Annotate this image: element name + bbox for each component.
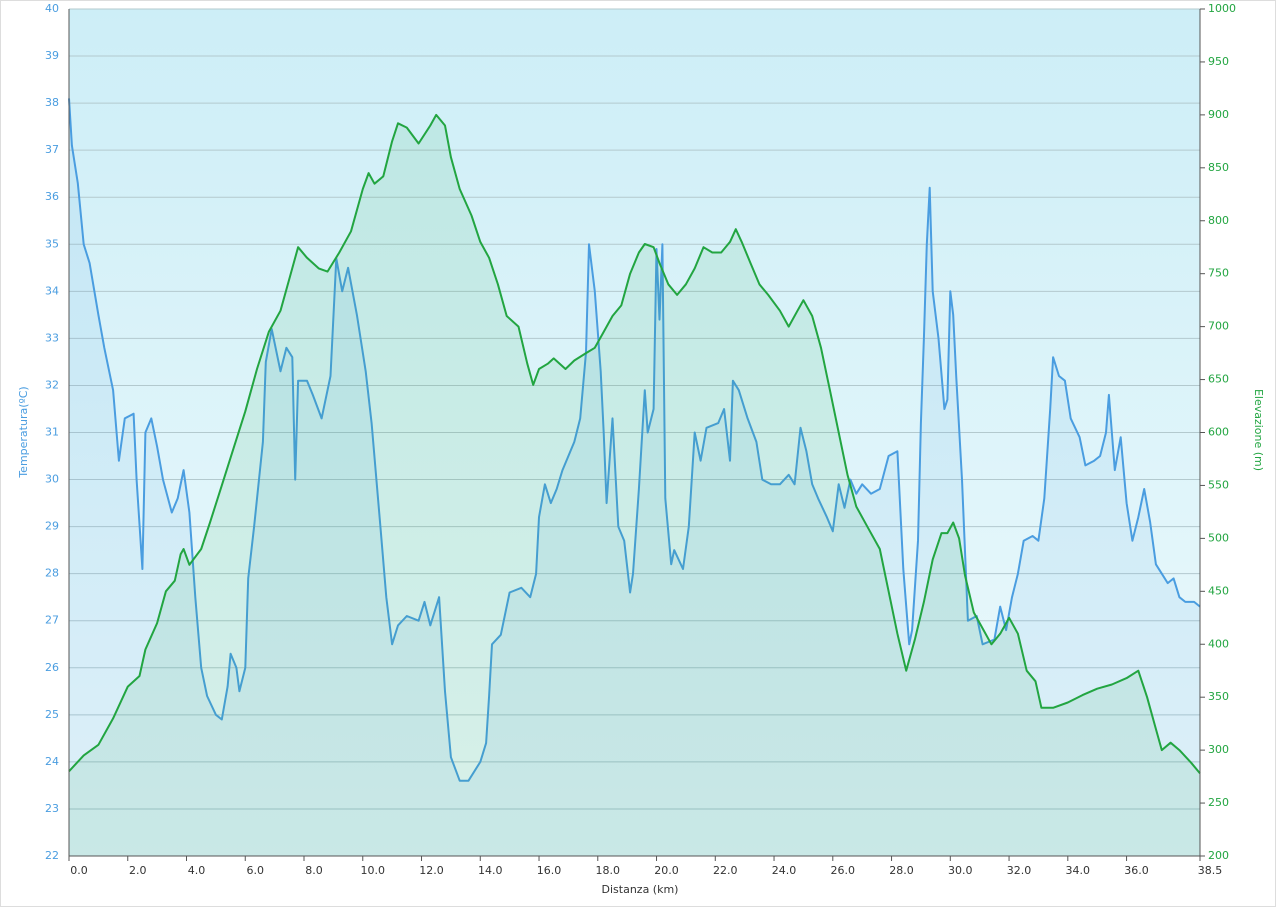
y-tick-label: 22 bbox=[45, 849, 59, 862]
line bbox=[68, 113, 1201, 775]
y-tick-label: 28 bbox=[45, 567, 59, 580]
y-tick-label: 36 bbox=[45, 190, 59, 203]
x-tick-label: 22.0 bbox=[713, 864, 738, 877]
y-tick-label: 33 bbox=[45, 331, 59, 344]
y-axis-label: Temperatura(ºC) bbox=[17, 386, 30, 478]
y2-tick-label: 950 bbox=[1208, 55, 1229, 68]
y2-tick-label: 300 bbox=[1208, 743, 1229, 756]
y-tick-label: 32 bbox=[45, 378, 59, 391]
y2-tick-label: 500 bbox=[1208, 531, 1229, 544]
y2-tick-label: 1000 bbox=[1208, 2, 1236, 15]
y-tick-label: 25 bbox=[45, 708, 59, 721]
x-tick-label: 30.0 bbox=[948, 864, 973, 877]
x-tick-label: 2.0 bbox=[129, 864, 147, 877]
y2-axis-label: Elevazione (m) bbox=[1252, 389, 1265, 471]
y-tick-label: 39 bbox=[45, 49, 59, 62]
y2-tick-label: 750 bbox=[1208, 267, 1229, 280]
x-tick-label: 28.0 bbox=[889, 864, 914, 877]
x-tick-label: 26.0 bbox=[831, 864, 856, 877]
line bbox=[68, 98, 1201, 782]
area bbox=[69, 114, 1200, 856]
x-tick-label: 36.0 bbox=[1124, 864, 1149, 877]
y-tick-label: 38 bbox=[45, 96, 59, 109]
x-tick-label: 6.0 bbox=[247, 864, 265, 877]
y-tick-label: 30 bbox=[45, 473, 59, 486]
x-tick-label: 12.0 bbox=[419, 864, 444, 877]
x-tick-label: 14.0 bbox=[478, 864, 503, 877]
x-tick-label: 20.0 bbox=[654, 864, 679, 877]
y2-tick-label: 700 bbox=[1208, 320, 1229, 333]
x-tick-label: 0.0 bbox=[70, 864, 88, 877]
y-tick-label: 31 bbox=[45, 426, 59, 439]
y2-tick-label: 350 bbox=[1208, 690, 1229, 703]
x-tick-label: 18.0 bbox=[596, 864, 621, 877]
y-tick-label: 26 bbox=[45, 661, 59, 674]
y2-tick-label: 550 bbox=[1208, 478, 1229, 491]
y2-tick-label: 650 bbox=[1208, 373, 1229, 386]
x-tick-label: 34.0 bbox=[1066, 864, 1091, 877]
x-tick-label: 16.0 bbox=[537, 864, 562, 877]
y-tick-label: 37 bbox=[45, 143, 59, 156]
x-tick-label: 32.0 bbox=[1007, 864, 1032, 877]
y2-tick-label: 250 bbox=[1208, 796, 1229, 809]
y2-tick-label: 850 bbox=[1208, 161, 1229, 174]
x-tick-label: 4.0 bbox=[188, 864, 206, 877]
y2-tick-label: 900 bbox=[1208, 108, 1229, 121]
x-tick-label: 38.5 bbox=[1198, 864, 1223, 877]
x-axis-label: Distanza (km) bbox=[602, 883, 679, 896]
x-tick-label: 10.0 bbox=[361, 864, 386, 877]
y2-tick-label: 450 bbox=[1208, 584, 1229, 597]
y-tick-label: 23 bbox=[45, 802, 59, 815]
y2-tick-label: 200 bbox=[1208, 849, 1229, 862]
y-tick-label: 27 bbox=[45, 614, 59, 627]
y-tick-label: 29 bbox=[45, 520, 59, 533]
x-tick-label: 8.0 bbox=[305, 864, 323, 877]
y-tick-label: 24 bbox=[45, 755, 59, 768]
y2-tick-label: 600 bbox=[1208, 426, 1229, 439]
y-tick-label: 40 bbox=[45, 2, 59, 15]
y-tick-label: 35 bbox=[45, 237, 59, 250]
y2-tick-label: 800 bbox=[1208, 214, 1229, 227]
y2-tick-label: 400 bbox=[1208, 637, 1229, 650]
y-tick-label: 34 bbox=[45, 284, 59, 297]
x-tick-label: 24.0 bbox=[772, 864, 797, 877]
